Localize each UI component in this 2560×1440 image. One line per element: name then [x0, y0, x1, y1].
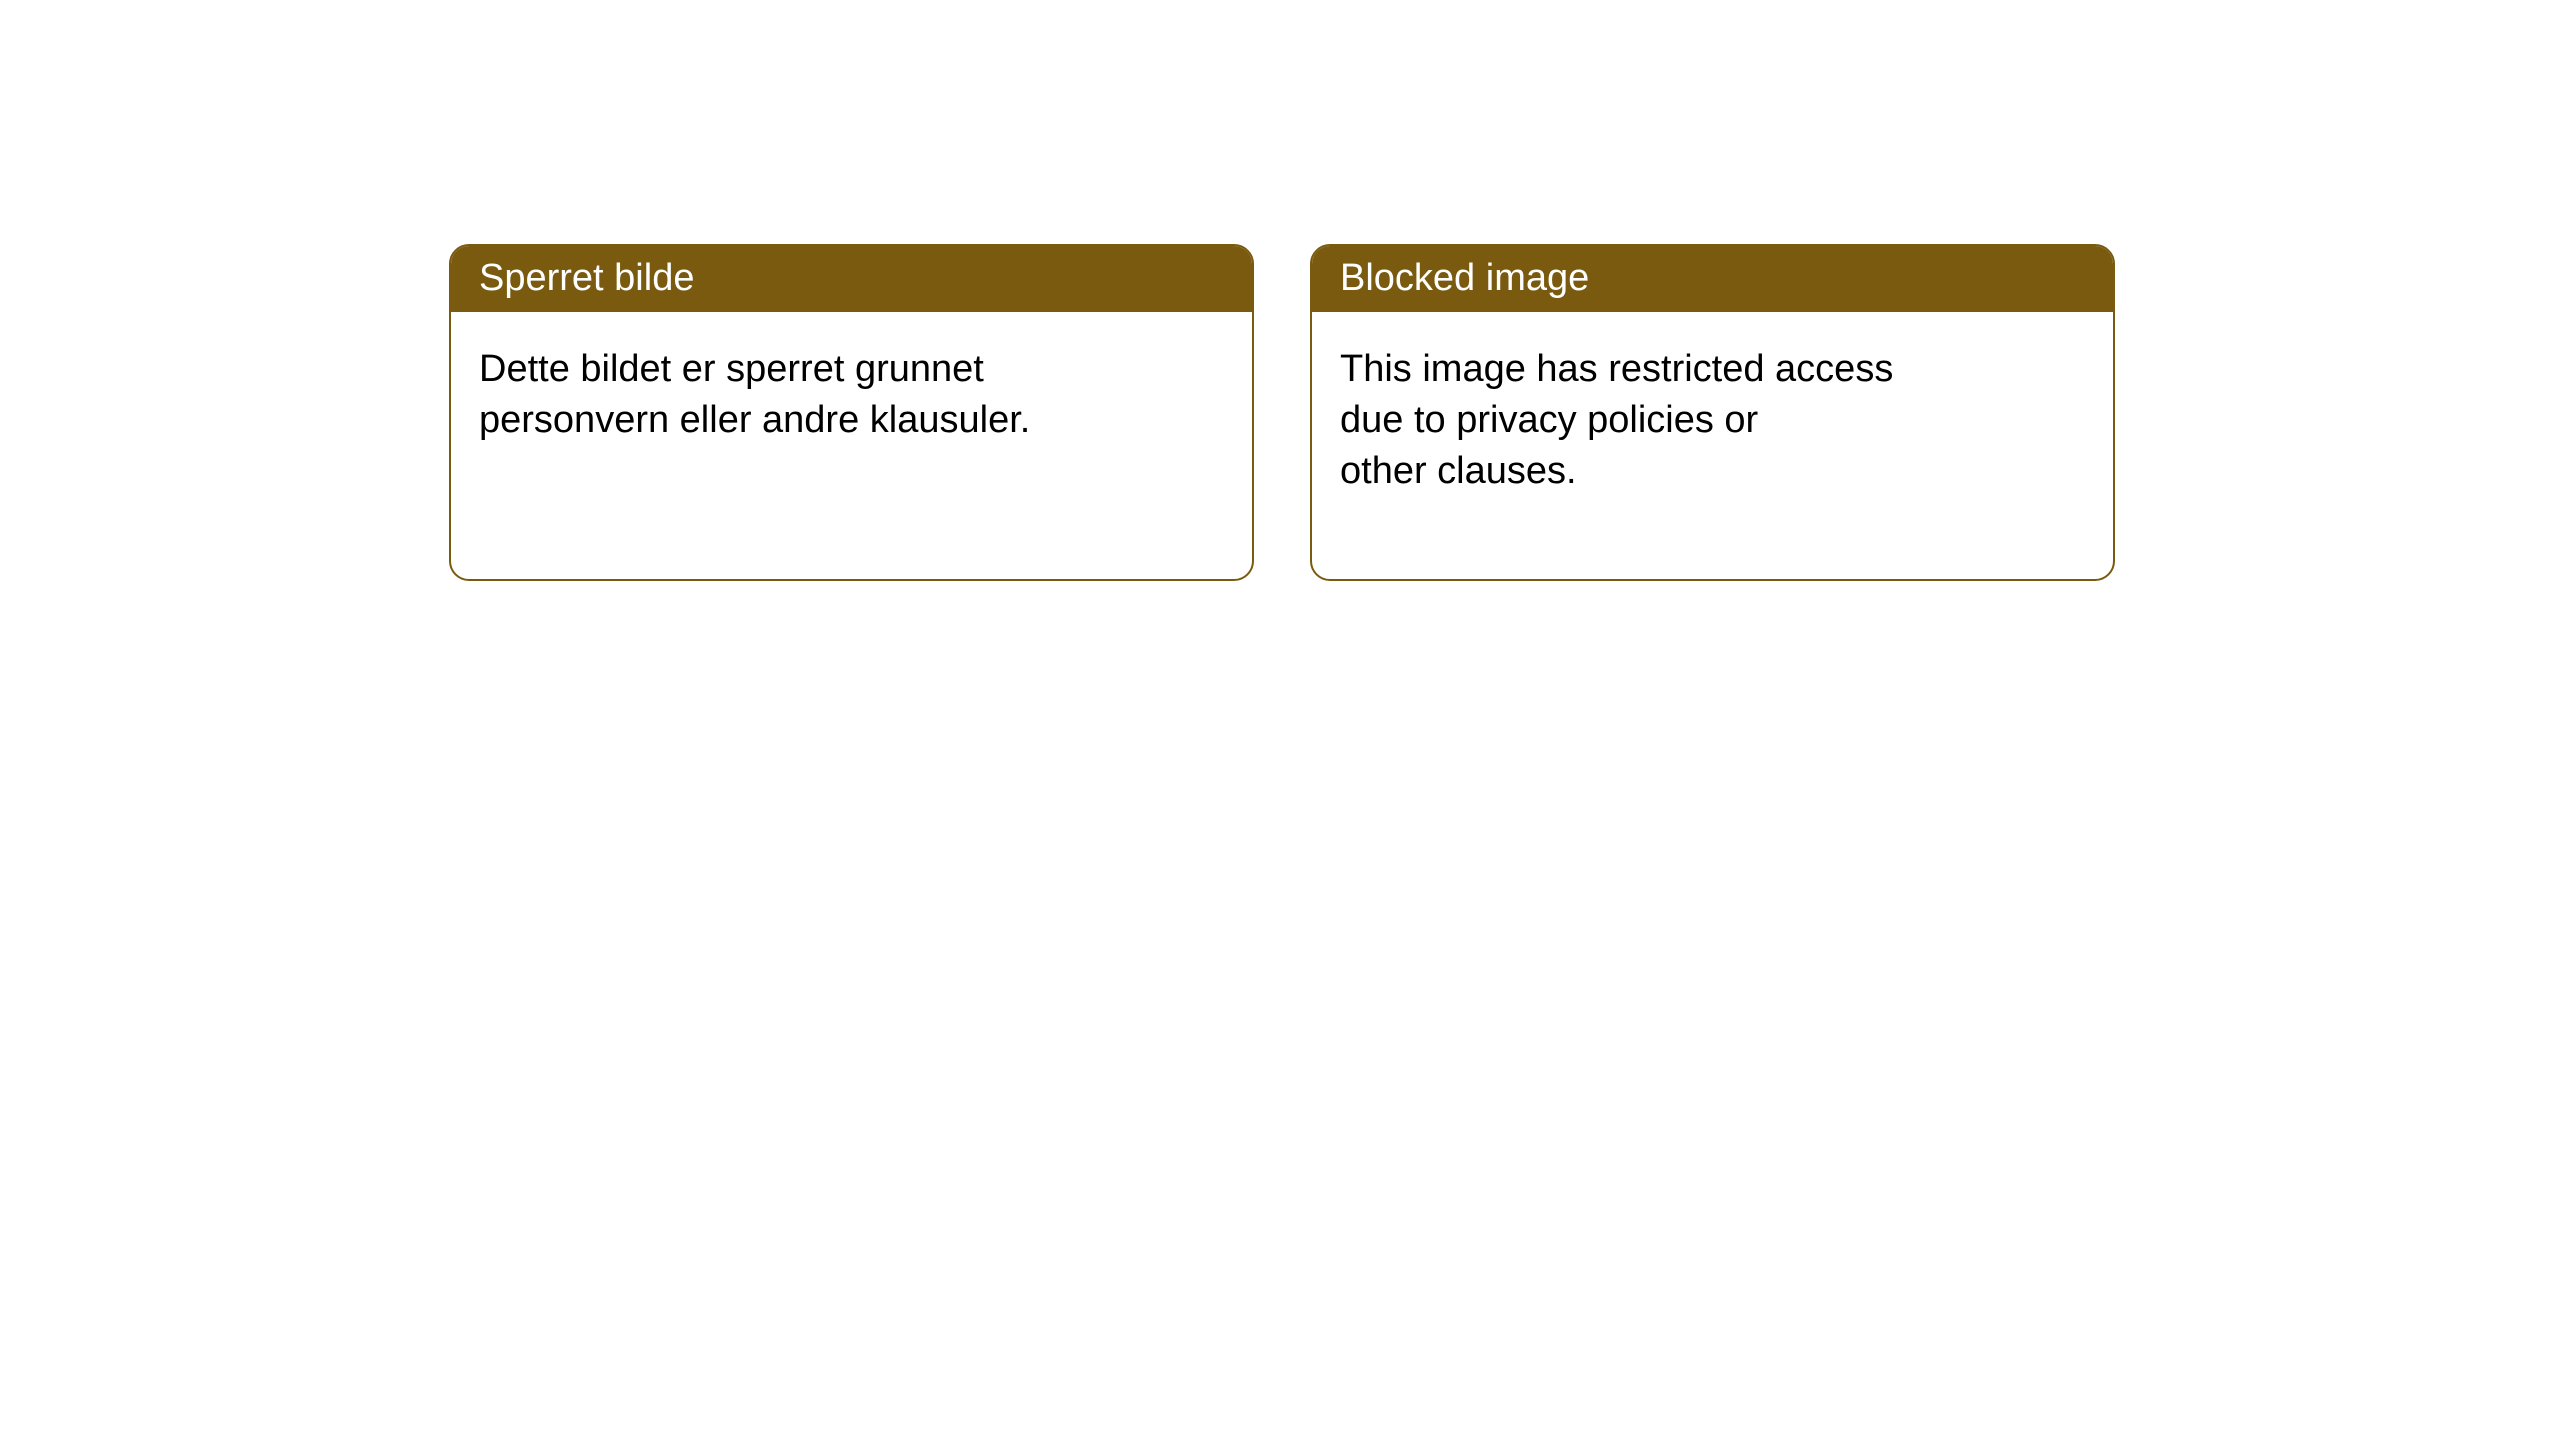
notice-body-no: Dette bildet er sperret grunnet personve… [451, 312, 1252, 479]
notice-body-en: This image has restricted access due to … [1312, 312, 2113, 530]
notice-card-no: Sperret bilde Dette bildet er sperret gr… [449, 244, 1254, 581]
notice-title-no: Sperret bilde [451, 246, 1252, 312]
notice-container: Sperret bilde Dette bildet er sperret gr… [0, 0, 2560, 581]
notice-card-en: Blocked image This image has restricted … [1310, 244, 2115, 581]
notice-title-en: Blocked image [1312, 246, 2113, 312]
